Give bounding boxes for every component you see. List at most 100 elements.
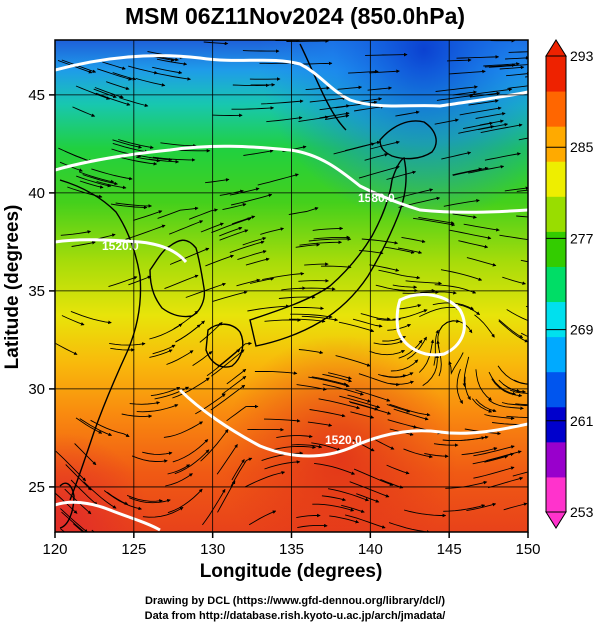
streamline	[504, 186, 528, 192]
streamline	[245, 471, 286, 488]
x-tick-label: 145	[437, 541, 462, 558]
streamline	[318, 398, 361, 410]
streamline	[319, 104, 350, 111]
streamline	[76, 175, 112, 188]
streamline	[200, 222, 224, 233]
streamline	[166, 350, 194, 365]
y-tick-label: 40	[28, 185, 45, 202]
streamline	[488, 399, 524, 410]
streamline	[222, 203, 247, 211]
streamline	[142, 451, 173, 456]
streamline	[309, 409, 346, 418]
streamline	[358, 373, 400, 387]
streamline	[403, 509, 447, 518]
streamline	[299, 240, 342, 246]
streamline	[172, 439, 209, 463]
streamline	[72, 106, 96, 117]
streamline	[337, 85, 363, 90]
streamline	[445, 480, 488, 489]
streamline	[311, 376, 348, 386]
coastline-taiwan	[59, 482, 75, 529]
streamline	[109, 342, 146, 346]
streamline	[365, 52, 408, 57]
streamline	[473, 466, 515, 479]
streamline	[456, 55, 500, 59]
streamline	[212, 290, 248, 303]
streamline	[219, 229, 249, 241]
streamline	[473, 445, 515, 457]
streamline	[329, 515, 360, 524]
streamline	[237, 250, 267, 261]
streamline	[298, 279, 329, 283]
streamline	[203, 41, 229, 46]
streamline	[378, 372, 414, 378]
streamline	[93, 88, 117, 99]
streamline	[397, 303, 422, 310]
streamline	[126, 494, 163, 503]
streamline	[226, 368, 247, 385]
streamline	[296, 513, 321, 519]
streamline	[502, 276, 526, 285]
streamline	[520, 332, 528, 337]
colorbar-tick-label: 293	[570, 48, 594, 64]
streamline	[118, 97, 149, 107]
streamline	[160, 142, 197, 148]
streamline	[405, 280, 442, 286]
streamline	[75, 85, 111, 100]
streamline	[229, 240, 265, 254]
streamline	[311, 442, 341, 452]
streamline	[103, 490, 142, 511]
streamline	[508, 51, 528, 53]
streamline	[452, 90, 477, 96]
streamline	[367, 86, 392, 91]
streamline	[352, 318, 383, 328]
streamline	[217, 480, 236, 513]
streamline	[378, 269, 421, 280]
contour-labels: 1520.0 1580.0 1520.0	[102, 191, 395, 447]
streamline	[172, 377, 210, 399]
streamline	[94, 87, 124, 99]
streamline	[466, 502, 497, 512]
streamline	[353, 468, 394, 486]
streamline	[118, 139, 154, 150]
streamline	[344, 140, 381, 152]
streamline	[360, 313, 391, 321]
streamline	[288, 207, 319, 216]
streamline	[79, 171, 115, 184]
x-axis-title: Longitude (degrees)	[200, 561, 383, 582]
streamline	[106, 81, 130, 91]
colorbar-segment	[546, 231, 566, 267]
contour-north	[55, 54, 528, 108]
streamline	[261, 99, 304, 105]
streamline	[369, 349, 406, 356]
streamline	[242, 49, 280, 53]
credit-data: Data from http://database.rish.kyoto-u.a…	[145, 610, 446, 622]
colorbar-segment	[546, 441, 566, 478]
x-axis: 120 125 130 135 140 145 150	[42, 532, 541, 558]
colorbar-segment	[546, 336, 566, 373]
coastline-kyushu	[205, 323, 244, 368]
contour-1580	[55, 144, 528, 214]
streamline	[484, 63, 516, 68]
colorbar-segment	[546, 476, 566, 513]
streamline	[398, 339, 423, 359]
streamline	[484, 455, 509, 463]
streamline	[304, 262, 329, 266]
streamline	[61, 511, 85, 532]
streamline	[60, 528, 66, 532]
streamline	[108, 276, 138, 288]
streamline	[150, 386, 181, 397]
streamline	[242, 236, 267, 246]
streamline	[369, 69, 400, 74]
streamline	[295, 243, 321, 248]
streamline	[443, 504, 486, 512]
streamline	[112, 139, 142, 149]
streamline	[55, 450, 87, 482]
colorbar-tick-label: 269	[570, 322, 594, 338]
streamline	[436, 94, 474, 101]
x-tick-label: 120	[42, 541, 67, 558]
y-tick-label: 30	[28, 381, 45, 398]
y-tick-label: 25	[28, 479, 45, 496]
streamline	[195, 393, 226, 415]
contour-label-north: 1580.0	[358, 191, 395, 205]
